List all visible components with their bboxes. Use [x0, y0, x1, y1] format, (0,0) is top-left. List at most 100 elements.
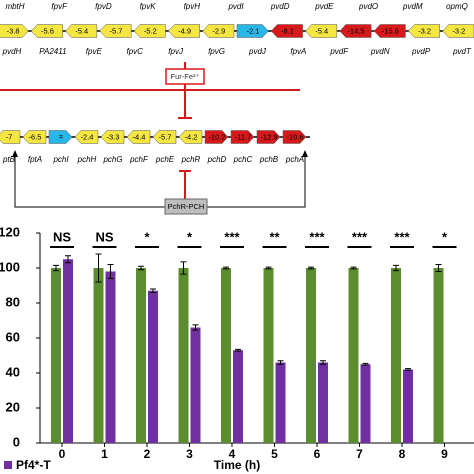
legend-label: Pf4*-T: [16, 458, 51, 472]
gene-value: -3.3: [107, 132, 120, 141]
y-tick-label: 80: [6, 294, 20, 309]
bar: [306, 268, 316, 443]
y-tick-label: 20: [6, 399, 20, 414]
gene-arrow: [236, 24, 269, 38]
gene-name: pchE: [155, 155, 175, 164]
gene-name: pchA: [285, 155, 304, 164]
gene-arrow: [230, 130, 255, 144]
x-axis-label: Time (h): [214, 458, 260, 472]
gene-arrow: [408, 24, 440, 38]
x-tick-label: 6: [314, 447, 321, 461]
gene-name: pvdJ: [248, 47, 267, 56]
gene-name: fpvE: [86, 47, 103, 56]
gene-name: fpvH: [184, 2, 201, 11]
gene-arrow: [168, 24, 200, 38]
gene-name: fpvG: [208, 47, 225, 56]
complex-label: PchR-PCH: [168, 202, 205, 211]
x-tick-label: 7: [356, 447, 363, 461]
gene-value: -3.8: [7, 26, 20, 35]
gene-arrow: [270, 24, 303, 38]
bar: [275, 362, 286, 443]
significance-label: *: [187, 229, 193, 244]
gene-value: -4.9: [178, 26, 191, 35]
gene-name: fptA: [28, 155, 42, 164]
x-tick-label: 2: [144, 447, 151, 461]
significance-label: ***: [394, 229, 410, 244]
gene-name: pvdP: [411, 47, 431, 56]
x-tick-label: 1: [101, 447, 108, 461]
gene-arrow: [442, 24, 474, 38]
bar: [178, 268, 189, 443]
bar: [221, 268, 231, 443]
gene-arrow: [126, 130, 151, 144]
gene-name: pvdE: [314, 2, 334, 11]
gene-value: -2.4: [81, 132, 94, 141]
significance-label: NS: [53, 229, 71, 244]
gene-name: pchR: [181, 155, 201, 164]
activation-line: [14, 155, 165, 208]
y-tick-label: 40: [6, 364, 20, 379]
gene-name: fpvK: [140, 2, 157, 11]
gene-arrow: [99, 24, 132, 38]
gene-value: -3.2: [452, 26, 465, 35]
gene-value: -5.4: [315, 26, 328, 35]
gene-value: -3.2: [418, 26, 431, 35]
gene-name: pvdM: [402, 2, 423, 11]
significance-label: ***: [309, 229, 325, 244]
gene-arrow: [133, 24, 166, 38]
gene-value: -7: [6, 132, 13, 141]
x-tick-label: 9: [441, 447, 448, 461]
x-tick-label: 8: [399, 447, 406, 461]
gene-arrow: [74, 130, 99, 144]
gene-value: -15.6: [382, 26, 399, 35]
bar: [348, 268, 359, 443]
gene-value: -5.4: [75, 26, 88, 35]
gene-arrow: [178, 130, 203, 144]
gene-value: -2.9: [212, 26, 225, 35]
gene-name: pchI: [52, 155, 69, 164]
gene-arrow: [204, 130, 229, 144]
bar: [263, 268, 274, 443]
significance-label: **: [269, 229, 280, 244]
gene-name: pvdT: [452, 47, 472, 56]
y-tick-label: 60: [6, 329, 20, 344]
gene-name: PA2411: [39, 47, 66, 56]
bar: [93, 268, 104, 443]
significance-label: ***: [352, 229, 368, 244]
gene-value: -2.1: [247, 26, 260, 35]
gene-name: pvdI: [227, 2, 244, 11]
gene-name: fpvJ: [168, 47, 184, 56]
x-tick-label: 4: [229, 447, 236, 461]
gene-arrow: [373, 24, 406, 38]
bar: [403, 369, 413, 443]
bar: [318, 362, 328, 443]
gene-value: -5.7: [159, 132, 172, 141]
y-tick-label: 120: [0, 224, 20, 239]
y-tick-label: 100: [0, 259, 20, 274]
significance-label: *: [442, 229, 448, 244]
gene-value: -14.5: [347, 26, 364, 35]
gene-arrow: [282, 130, 307, 144]
gene-name: fpvC: [127, 47, 144, 56]
gene-name: pvdD: [270, 2, 290, 11]
gene-name: pchF: [129, 155, 149, 164]
gene-arrow: [30, 24, 63, 38]
x-tick-label: 3: [186, 447, 193, 461]
gene-arrow: [65, 24, 98, 38]
bar: [136, 268, 146, 443]
gene-name: pchB: [259, 155, 279, 164]
bar: [360, 364, 371, 443]
gene-value: -10.6: [286, 132, 303, 141]
y-tick-label: 0: [13, 434, 20, 449]
bar: [63, 259, 73, 443]
gene-name: pchD: [207, 155, 227, 164]
gene-value: =: [59, 132, 64, 141]
activation-line: [205, 155, 306, 208]
x-tick-label: 0: [59, 447, 66, 461]
legend-swatch: [4, 461, 12, 469]
gene-name: mbtH: [5, 2, 24, 11]
regulator-label: Fur-Fe²⁺: [171, 72, 200, 81]
significance-label: NS: [95, 229, 113, 244]
gene-value: -4.4: [133, 132, 146, 141]
